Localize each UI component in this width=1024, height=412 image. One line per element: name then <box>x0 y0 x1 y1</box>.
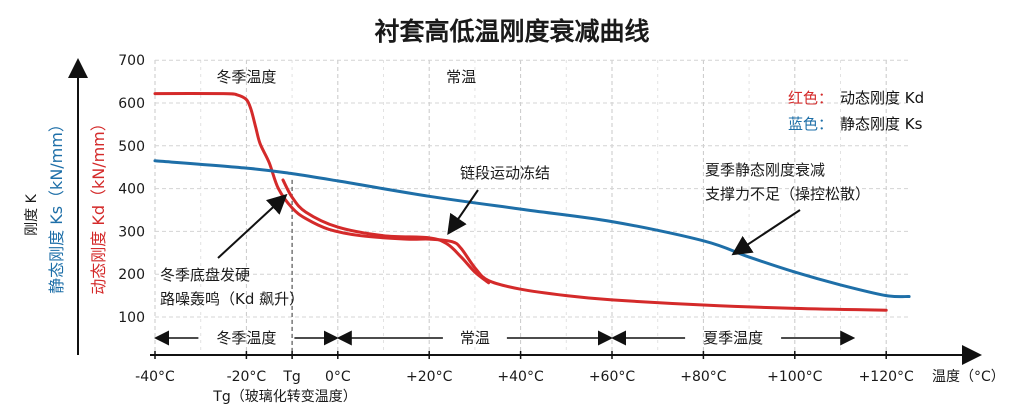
grid <box>154 59 910 355</box>
zone-label-top: 常温 <box>446 68 476 86</box>
y-tick-label: 500 <box>118 139 145 155</box>
annotation-text: 夏季静态刚度衰减 <box>705 161 825 179</box>
legend-key: 蓝色： <box>788 115 833 133</box>
series-line-0 <box>153 92 888 312</box>
annotation-arrow <box>731 209 801 256</box>
series-line-2 <box>153 159 911 299</box>
tg-note: Tg（玻璃化转变温度） <box>212 388 356 405</box>
y-tick-label: 200 <box>118 267 145 283</box>
x-tick-label: +40°C <box>497 369 544 385</box>
x-tick-label: +60°C <box>589 369 636 385</box>
x-tick-label: +80°C <box>680 369 727 385</box>
y-label-dynamic: 动态刚度 Kd（kN/mm） <box>89 115 108 295</box>
zone-label-bottom: 夏季温度 <box>703 329 763 347</box>
annotation-arrow <box>217 193 288 259</box>
zone-label-bottom: 常温 <box>460 329 490 347</box>
zone-label-bottom: 冬季温度 <box>216 329 276 347</box>
legend-text: 静态刚度 Ks <box>840 115 923 133</box>
series-line-1 <box>281 178 491 285</box>
x-axis-ticks: -40°C -20°C Tg 0°C +20°C +40°C +60°C +80°C +100°… <box>135 351 914 385</box>
x-tick-label: +20°C <box>406 369 453 385</box>
chart-title: 衬套高低温刚度衰减曲线 <box>374 17 649 46</box>
legend: 红色： 动态刚度 Kd 蓝色： 静态刚度 Ks <box>788 89 924 133</box>
annotation-text: 路噪轰鸣（Kd 飙升） <box>160 290 304 308</box>
x-tick-label: +100°C <box>767 369 822 385</box>
y-axis-ticks: 100 200 300 400 500 600 700 <box>118 53 145 326</box>
legend-text: 动态刚度 Kd <box>840 89 924 107</box>
y-label-static: 静态刚度 Ks（kN/mm） <box>47 116 66 294</box>
y-tick-label: 100 <box>118 310 145 326</box>
x-axis-label: 温度（°C） <box>932 369 1005 385</box>
x-tick-label: +120°C <box>859 369 914 385</box>
y-tick-label: 400 <box>118 182 145 198</box>
x-tick-label: 0°C <box>325 369 351 385</box>
y-label-stiffness: 刚度 K <box>24 193 40 235</box>
y-tick-label: 300 <box>118 224 145 240</box>
annotation-text: 链段运动冻结 <box>460 164 550 182</box>
x-tick-label: -20°C <box>227 369 267 385</box>
zone-label-top: 冬季温度 <box>216 68 276 86</box>
annotation-arrow <box>447 189 479 235</box>
legend-key: 红色： <box>788 89 833 107</box>
x-tick-label: -40°C <box>135 369 175 385</box>
annotation-text: 支撑力不足（操控松散） <box>705 185 870 203</box>
annotation-text: 冬季底盘发硬 <box>160 266 250 284</box>
y-tick-label: 700 <box>118 53 145 69</box>
x-tick-label: Tg <box>282 369 300 385</box>
y-tick-label: 600 <box>118 96 145 112</box>
series-lines <box>153 92 911 312</box>
